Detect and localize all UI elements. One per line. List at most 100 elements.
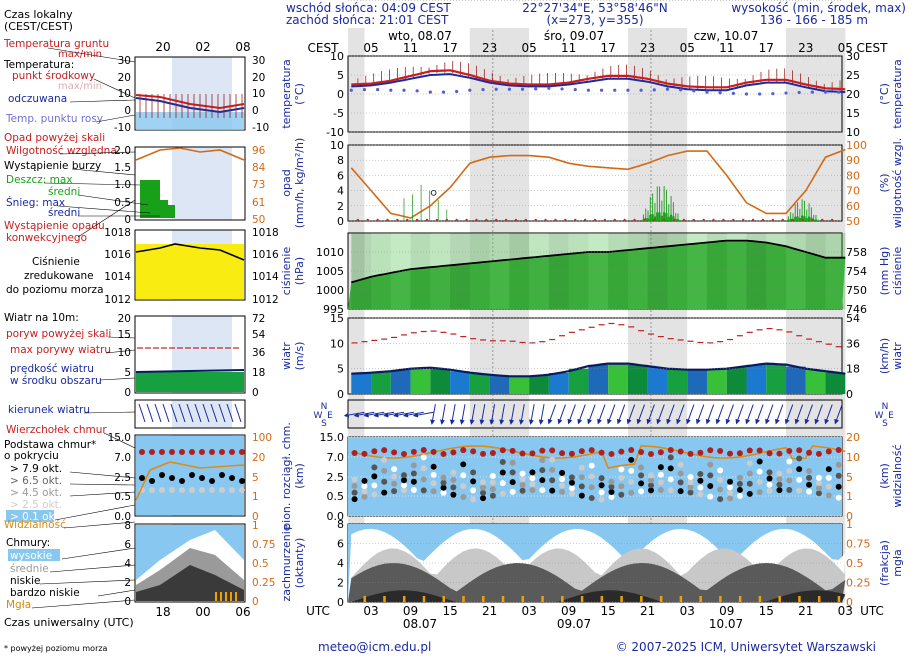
legend-pressure-2: zredukowane	[24, 270, 94, 282]
cloud-base-dot	[549, 466, 556, 473]
wind-arrow	[636, 404, 645, 425]
mini-ground	[136, 112, 244, 130]
cloud-base-dot	[460, 461, 467, 468]
utc-tick: 03	[680, 604, 695, 618]
convective-dot	[781, 218, 784, 222]
mini-cloud-dot	[159, 472, 165, 478]
dew-point	[362, 87, 367, 92]
cloud-top-dot	[391, 449, 398, 456]
mini-pressure-line	[135, 243, 245, 261]
legend-pointer	[39, 579, 136, 585]
legend-high-bg	[8, 549, 60, 561]
wind-arrow	[616, 404, 626, 425]
ytick-left: 995	[323, 303, 344, 316]
cest-tick: 23	[798, 41, 813, 55]
dew-point	[771, 92, 775, 96]
wind-arrow-head	[646, 418, 652, 425]
cloud-base-dot	[667, 465, 674, 472]
ytick-left: 4	[337, 557, 344, 570]
ytick-left: 8	[337, 154, 344, 167]
cloud-top-dot	[509, 447, 516, 454]
cloud-base-dot	[400, 477, 407, 484]
day-label-bottom: 10.07	[709, 617, 743, 631]
press-title-left: ciśnienie (hPa)	[280, 247, 306, 296]
legend-pointer	[77, 194, 149, 206]
mini-tick: 2.0	[114, 145, 131, 157]
mini-tick: 0	[252, 596, 259, 608]
convective-dot	[821, 218, 824, 222]
mini-cloud-dot	[209, 487, 215, 493]
mini-tick: 1014	[104, 271, 131, 283]
legend-pointer	[69, 471, 136, 479]
cloud-base-dot	[776, 487, 783, 494]
cloud-base-dot	[825, 474, 832, 481]
wind-band	[786, 366, 806, 394]
wind-arrow	[449, 404, 456, 425]
mini-cloud-top	[199, 449, 205, 455]
wind-arrow	[499, 404, 506, 425]
mini-rain-mean	[165, 205, 175, 218]
press-title-left-line: (hPa)	[293, 257, 306, 285]
dew-point	[797, 90, 801, 95]
mini-tick: 1014	[252, 271, 279, 283]
cloud-base-dot	[450, 484, 457, 491]
mini-arrow	[226, 403, 234, 423]
ytick-left: 15	[330, 312, 344, 325]
utc-tick: 09	[719, 604, 734, 618]
cloud-base-dot	[351, 483, 358, 490]
wind-arrow	[469, 404, 476, 425]
legend-pointer	[99, 377, 136, 381]
wind-band	[627, 364, 648, 394]
cloud-base-dot	[430, 463, 437, 470]
cloud-base-dot	[796, 487, 803, 494]
mini-cloud-dot	[219, 472, 225, 478]
mini-tick: 1012	[252, 294, 279, 306]
footer-email[interactable]: meteo@icm.edu.pl	[318, 640, 431, 654]
convective-dot	[445, 218, 448, 222]
wind-arrow	[528, 404, 535, 425]
legend-pointer	[61, 547, 136, 560]
wind-arrow	[343, 411, 365, 418]
cloud-base-dot	[806, 468, 813, 475]
cover-title-right-line: mgła	[891, 549, 904, 577]
compass-e: E	[327, 411, 333, 421]
cloud-base-dot	[638, 472, 645, 479]
fog-bar	[758, 596, 762, 602]
wind-arrow	[587, 404, 596, 425]
cloud-base-dot	[598, 489, 605, 496]
cloud-base-dot	[371, 464, 378, 471]
cloud-top-dot	[351, 449, 358, 456]
cloud-top-dot	[608, 450, 615, 457]
cloud-top-dot	[618, 448, 625, 455]
mini-tick: 20	[252, 452, 265, 464]
cloud-base-dot	[677, 470, 684, 477]
cloud-top-dot	[697, 449, 704, 456]
cest-tick: 05	[363, 41, 378, 55]
cloud-base-dot	[588, 473, 595, 480]
wind-title-left: wiatr (m/s)	[280, 342, 306, 371]
legend-pointer	[69, 491, 136, 497]
ytick-left: 2	[337, 577, 344, 590]
wind-arrow-head	[343, 412, 350, 418]
cloud-title-left: pion. rozciągł. chm. (km)	[280, 422, 306, 530]
cloud-base-dot	[410, 478, 417, 485]
cest-tick: 23	[640, 41, 655, 55]
precip-title-left: opad (mm/h, kg/m²/h)	[280, 138, 306, 229]
wind-arrow-head	[616, 418, 622, 425]
cloud-top-dot	[440, 450, 447, 457]
dew-point	[823, 90, 828, 94]
convective-dot	[396, 218, 399, 222]
legend-pointer	[93, 78, 136, 99]
wind-arrow-head	[440, 419, 445, 425]
wind-arrow	[656, 404, 665, 425]
wind-arrow-head	[656, 418, 662, 425]
elevation-values: 136 - 166 - 185 m	[760, 13, 868, 27]
cloud-base-dot	[381, 489, 388, 496]
cloud-base-dot	[707, 482, 714, 489]
ytick-right: 746	[846, 303, 867, 316]
wind-band	[746, 364, 767, 394]
mini-tick: 1	[252, 491, 259, 503]
convective-dot	[603, 218, 607, 222]
wind-band	[489, 375, 510, 394]
